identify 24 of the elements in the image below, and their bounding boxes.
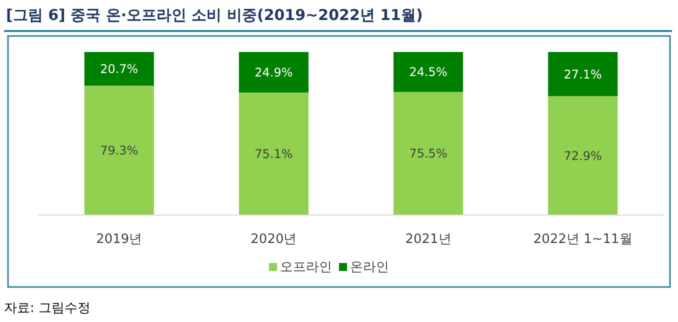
- x-tick-label: 2021년: [405, 232, 452, 247]
- legend-label: 온라인: [350, 260, 389, 275]
- data-label: 20.7%: [100, 62, 138, 76]
- bar: [238, 52, 308, 93]
- bar: [84, 52, 154, 86]
- bar: [84, 86, 154, 215]
- bar: [548, 52, 618, 96]
- bar: [394, 52, 464, 92]
- legend-label: 오프라인: [280, 260, 332, 275]
- data-label: 24.9%: [254, 65, 293, 80]
- bar: [238, 92, 308, 215]
- data-label: 79.3%: [100, 144, 138, 158]
- bar: [394, 92, 464, 215]
- text: 자료: 그림수정: [4, 301, 91, 316]
- data-label: 24.5%: [409, 65, 448, 80]
- data-label: 75.5%: [409, 146, 448, 161]
- data-label: 75.1%: [254, 146, 293, 161]
- data-label: 27.1%: [564, 67, 602, 82]
- x-tick-label: 2022년 1~11월: [533, 232, 632, 247]
- data-label: 72.9%: [564, 148, 602, 163]
- chart-title: [그림 6] 중국 온·오프라인 소비 비중(2019~2022년 11월): [6, 6, 423, 24]
- x-tick-label: 2019년: [96, 232, 142, 247]
- x-tick-label: 2020년: [250, 232, 297, 247]
- bar: [548, 96, 618, 215]
